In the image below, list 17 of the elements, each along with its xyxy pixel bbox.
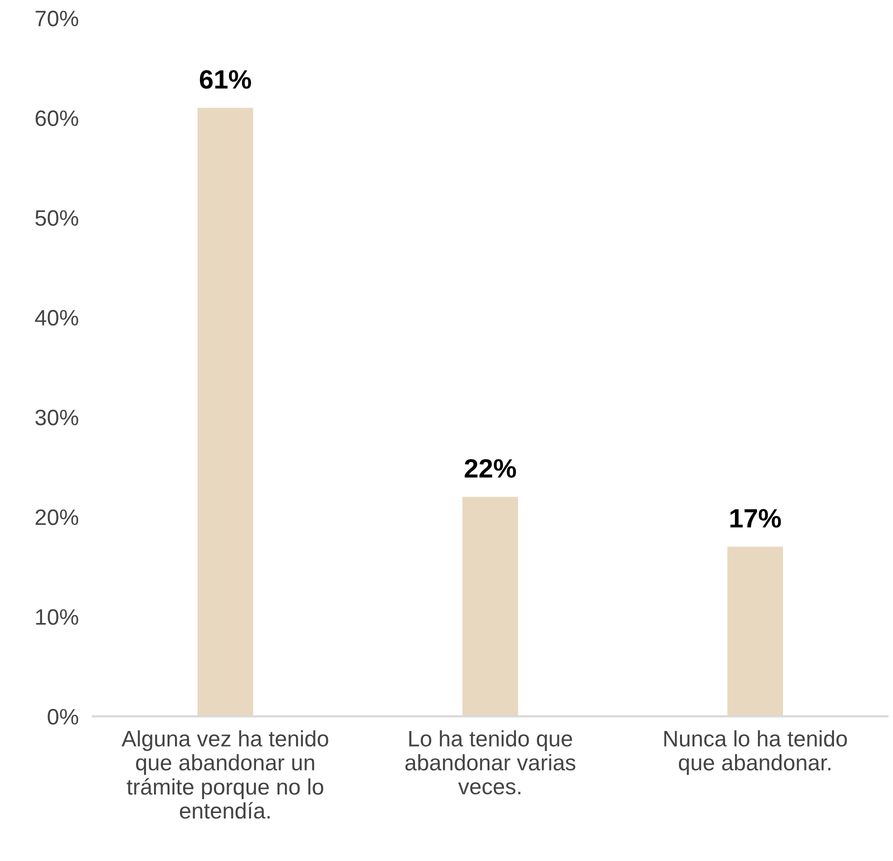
bar	[198, 108, 254, 716]
data-label: 61%	[200, 70, 252, 89]
y-tick-label: 60%	[36, 110, 78, 126]
x-tick-label: Lo ha tenido que abandonar varias veces.	[405, 730, 576, 794]
data-label: 17%	[730, 509, 781, 528]
y-tick-label: 10%	[36, 609, 78, 625]
x-tick-label: Nunca lo ha tenido que abandonar.	[664, 730, 847, 775]
y-tick-label: 70%	[36, 10, 78, 26]
data-label: 22%	[464, 459, 516, 478]
y-tick-label: 20%	[36, 509, 78, 526]
y-tick-label: 40%	[35, 310, 78, 326]
y-tick-label: 50%	[35, 210, 78, 226]
y-tick-label: 0%	[48, 708, 78, 725]
x-tick-label: Alguna vez ha tenido que abandonar un trámite porque no lo entendía.	[122, 730, 328, 819]
bar	[462, 496, 518, 716]
bar	[727, 546, 783, 716]
y-tick-label: 30%	[35, 410, 78, 426]
